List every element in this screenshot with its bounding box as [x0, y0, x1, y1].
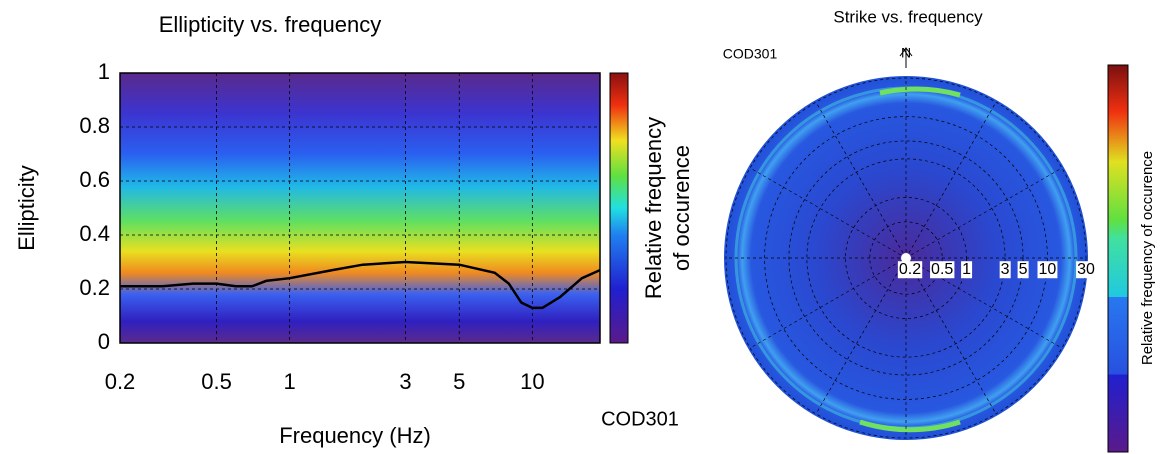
- x-tick-label: 1: [284, 369, 296, 394]
- r-tick-box: [999, 261, 1011, 279]
- grid-ring: [788, 140, 1024, 376]
- colorbar-label: of occurence: [669, 145, 694, 271]
- r-tick-box: [930, 261, 955, 279]
- strike-panel: Strike vs. frequency COD301 N Relative f…: [723, 7, 1156, 453]
- grid-ring: [869, 221, 943, 295]
- colorbar-label: Relative frequency: [641, 117, 666, 299]
- y-tick-label: 0: [98, 329, 110, 354]
- x-tick-label: 0.5: [201, 369, 232, 394]
- x-tick-label: 10: [520, 369, 544, 394]
- colorbar-label: Relative frequency of occurence: [1139, 151, 1156, 365]
- spoke: [905, 167, 1063, 259]
- r-tick-label: 30: [1077, 261, 1095, 278]
- y-tick-label: 0.4: [79, 221, 110, 246]
- y-axis-label: Ellipticity: [14, 165, 39, 251]
- r-tick-box: [897, 261, 923, 279]
- r-tick-box: [1017, 261, 1029, 279]
- r-tick-label: 0.5: [931, 261, 953, 278]
- spoke: [905, 101, 997, 259]
- grid-ring: [845, 197, 967, 319]
- plot-frame: [119, 72, 601, 344]
- x-axis-label: Frequency (Hz): [279, 423, 431, 448]
- y-tick-label: 0.8: [79, 113, 110, 138]
- chart-title: Strike vs. frequency: [833, 7, 983, 26]
- r-tick-box: [961, 261, 973, 279]
- chart-title: Ellipticity vs. frequency: [159, 12, 382, 37]
- r-tick-label: 0.2: [899, 261, 921, 278]
- spoke: [815, 257, 907, 415]
- r-tick-label: 1: [962, 261, 971, 278]
- r-tick-box: [1037, 261, 1058, 279]
- spoke: [749, 167, 907, 259]
- grid-ring: [764, 116, 1048, 400]
- polar-highlight: [879, 86, 961, 98]
- y-tick-label: 1: [98, 59, 110, 84]
- colorbar: [609, 72, 629, 344]
- station-label: COD301: [601, 408, 679, 430]
- grid-ring: [806, 158, 1006, 358]
- center-dot: [901, 253, 911, 263]
- spoke: [905, 257, 997, 415]
- spoke: [749, 257, 907, 349]
- r-tick-label: 5: [1019, 261, 1028, 278]
- y-tick-label: 0.2: [79, 275, 110, 300]
- r-tick-label: 3: [1001, 261, 1010, 278]
- colorbar: [1107, 64, 1129, 453]
- y-tick-label: 0.6: [79, 167, 110, 192]
- spoke: [815, 101, 907, 259]
- north-arrow: [899, 47, 913, 68]
- grid-ring: [725, 77, 1087, 439]
- x-tick-label: 3: [399, 369, 411, 394]
- station-label: COD301: [723, 46, 778, 62]
- north-label: N: [901, 45, 911, 61]
- ellipticity-panel: Ellipticity vs. frequency Frequency (Hz)…: [14, 12, 694, 448]
- r-tick-box: [1076, 261, 1096, 279]
- polar-highlight: [859, 419, 961, 433]
- x-tick-label: 0.2: [105, 369, 136, 394]
- median-line: [120, 260, 601, 310]
- r-tick-label: 10: [1039, 261, 1057, 278]
- x-tick-label: 5: [453, 369, 465, 394]
- density-background: [120, 73, 600, 343]
